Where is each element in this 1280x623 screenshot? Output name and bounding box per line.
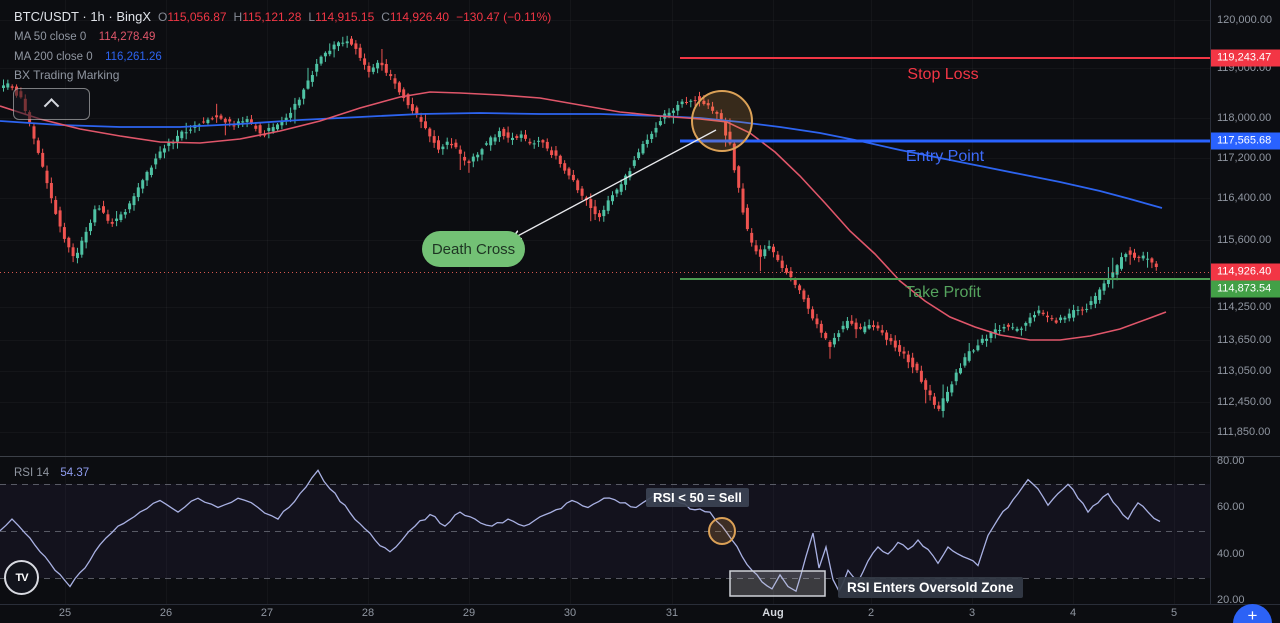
ma50-line — [0, 91, 1167, 341]
ma200-legend[interactable]: MA 200 close 0 116,261.26 — [14, 47, 162, 65]
death-cross-label[interactable]: Death Cross — [422, 231, 525, 267]
time-tick-label: 31 — [665, 607, 679, 619]
ma50-name: MA 50 close 0 — [14, 31, 87, 43]
rsi-sell-circle[interactable] — [708, 517, 736, 545]
ma200-value: 116,261.26 — [105, 51, 162, 63]
symbol-title: BTC/USDT · 1h · BingX — [14, 9, 152, 24]
death-cross-circle[interactable] — [691, 90, 753, 152]
rsi-legend[interactable]: RSI 14 54.37 — [14, 467, 89, 479]
ma50-legend[interactable]: MA 50 close 0 114,278.49 — [14, 27, 155, 45]
price-tick-label: 120,000.00 — [1217, 14, 1273, 26]
take-profit-label[interactable]: Take Profit — [905, 284, 981, 301]
scroll-action-button[interactable]: + — [1233, 604, 1272, 623]
ma50-value: 114,278.49 — [98, 31, 156, 43]
time-tick-label: 27 — [260, 607, 274, 619]
change-value: −130.47 (−0.11%) — [456, 10, 552, 24]
time-tick-label: 4 — [1069, 607, 1077, 619]
rsi-name: RSI 14 — [14, 467, 50, 479]
symbol-legend[interactable]: BTC/USDT · 1h · BingX O115,056.87 H115,121… — [14, 8, 551, 26]
ohlc-key: H — [233, 10, 243, 24]
tradingview-logo[interactable]: TV — [4, 560, 39, 595]
rsi-sell-label[interactable]: RSI < 50 = Sell — [646, 488, 749, 507]
price-tick-label: 113,650.00 — [1217, 334, 1272, 346]
marking-label: BX Trading Marking — [14, 68, 120, 82]
rsi-tick-label: 20.00 — [1217, 594, 1245, 606]
ma200-line — [0, 112, 1163, 209]
price-tick-label: 112,450.00 — [1217, 396, 1272, 408]
rsi-value: 54.37 — [60, 467, 90, 479]
chevron-up-icon — [43, 97, 60, 114]
time-tick-label: 29 — [462, 607, 476, 619]
price-tick-label: 113,050.00 — [1217, 365, 1272, 377]
time-tick-label: Aug — [762, 607, 784, 619]
time-tick-label: 5 — [1170, 607, 1178, 619]
price-badge: 117,565.68 — [1211, 132, 1280, 150]
price-tick-label: 116,400.00 — [1217, 192, 1272, 204]
rsi-tick-label: 60.00 — [1217, 501, 1245, 513]
death-cross-arrow[interactable] — [512, 129, 717, 239]
time-tick-label: 28 — [361, 607, 375, 619]
price-tick-label: 114,250.00 — [1217, 301, 1272, 313]
rsi-tick-label: 80.00 — [1217, 455, 1245, 467]
oversold-zone-box[interactable] — [729, 570, 826, 597]
ohlc-value: 115,121.28 — [242, 10, 302, 24]
ohlc-key: O — [158, 10, 168, 24]
ohlc-key: L — [308, 10, 316, 24]
price-badge: 114,926.40 — [1211, 263, 1280, 281]
marking-legend[interactable]: BX Trading Marking — [14, 66, 119, 84]
ohlc-value: 114,915.15 — [315, 10, 375, 24]
stop-loss-label[interactable]: Stop Loss — [907, 66, 979, 83]
price-tick-label: 118,000.00 — [1217, 112, 1272, 124]
legend-collapse-button[interactable] — [13, 88, 90, 120]
entry-point-label[interactable]: Entry Point — [905, 148, 985, 165]
rsi-tick-label: 40.00 — [1217, 548, 1245, 560]
time-tick-label: 2 — [867, 607, 875, 619]
price-tick-label: 115,600.00 — [1217, 234, 1272, 246]
price-badge: 119,243.47 — [1211, 49, 1280, 67]
ohlc-value: 115,056.87 — [167, 10, 227, 24]
ohlc-value: 114,926.40 — [389, 10, 450, 24]
ohlc-values: O115,056.87 H115,121.28 L114,915.15 C114,92… — [151, 8, 449, 25]
time-tick-label: 30 — [563, 607, 577, 619]
tv-logo-glyph: TV — [15, 571, 28, 584]
rsi-plot — [0, 469, 1161, 593]
time-tick-label: 26 — [159, 607, 173, 619]
plus-icon: + — [1247, 606, 1258, 623]
candlesticks — [2, 35, 1158, 418]
ma200-name: MA 200 close 0 — [14, 51, 93, 63]
time-tick-label: 25 — [58, 607, 72, 619]
price-tick-label: 111,850.00 — [1217, 426, 1271, 438]
price-tick-label: 117,200.00 — [1217, 152, 1272, 164]
moving-averages — [0, 91, 1167, 341]
time-tick-label: 3 — [968, 607, 976, 619]
oversold-zone-label[interactable]: RSI Enters Oversold Zone — [838, 577, 1023, 598]
price-badge: 114,873.54 — [1211, 280, 1280, 298]
ohlc-key: C — [381, 10, 390, 24]
